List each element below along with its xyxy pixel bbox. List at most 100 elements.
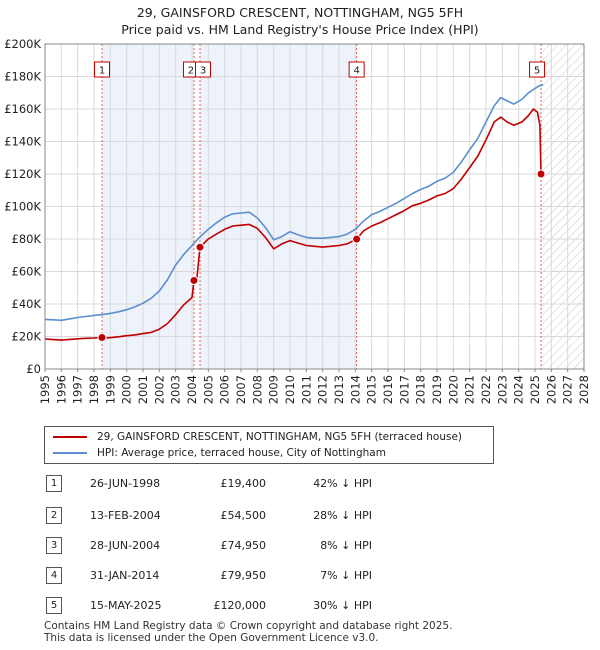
sale-number-box <box>195 61 212 78</box>
y-tick-label: £160K <box>4 102 41 116</box>
sale-number-label: 4 <box>353 66 359 77</box>
x-tick-label: 2013 <box>332 375 346 404</box>
transaction-price: £54,500 <box>220 509 267 522</box>
chart-legend: 29, GAINSFORD CRESCENT, NOTTINGHAM, NG5 … <box>44 426 494 464</box>
x-tick-label: 2028 <box>577 375 591 404</box>
x-tick-label: 1995 <box>38 375 52 404</box>
transaction-hpi-diff: 8% ↓ HPI <box>320 539 372 552</box>
transaction-number-badge: 1 <box>46 475 62 492</box>
footer: Contains HM Land Registry data © Crown c… <box>44 620 584 644</box>
table-row: 5 15-MAY-2025 £120,000 30% ↓ HPI <box>44 596 494 616</box>
legend-label-property: 29, GAINSFORD CRESCENT, NOTTINGHAM, NG5 … <box>97 431 463 443</box>
table-row: 2 13-FEB-2004 £54,500 28% ↓ HPI <box>44 506 494 526</box>
y-tick-label: £100K <box>4 200 41 214</box>
sale-point <box>352 234 362 244</box>
x-tick-label: 2026 <box>544 375 558 404</box>
x-tick-label: 2003 <box>169 375 183 404</box>
x-tick-label: 2021 <box>463 375 477 404</box>
transaction-number-badge: 2 <box>46 507 62 524</box>
transaction-price: £74,950 <box>220 539 267 552</box>
sale-number-box <box>348 61 365 78</box>
table-row: 4 31-JAN-2014 £79,950 7% ↓ HPI <box>44 566 494 586</box>
y-tick-label: £40K <box>12 297 42 311</box>
x-tick-label: 2001 <box>136 375 150 404</box>
sale-number-label: 5 <box>534 66 540 77</box>
x-tick-label: 2017 <box>397 375 411 404</box>
transaction-hpi-diff: 30% ↓ HPI <box>313 599 372 612</box>
x-tick-label: 2024 <box>512 375 526 404</box>
transaction-date: 26-JUN-1998 <box>90 477 161 490</box>
transaction-hpi-diff: 42% ↓ HPI <box>313 477 372 490</box>
legend-swatch-hpi <box>53 452 87 454</box>
legend-label-hpi: HPI: Average price, terraced house, City… <box>97 447 386 459</box>
x-tick-label: 2002 <box>152 375 166 404</box>
x-tick-label: 2010 <box>283 375 297 404</box>
x-tick-label: 2006 <box>218 375 232 404</box>
footer-license: This data is licensed under the Open Gov… <box>44 632 379 644</box>
y-tick-label: £200K <box>4 37 41 51</box>
table-row: 1 26-JUN-1998 £19,400 42% ↓ HPI <box>44 474 494 494</box>
x-tick-label: 2011 <box>299 375 313 404</box>
x-tick-label: 2015 <box>365 375 379 404</box>
x-tick-label: 2018 <box>414 375 428 404</box>
x-tick-label: 2025 <box>528 375 542 404</box>
sale-point <box>536 169 546 179</box>
x-tick-label: 2000 <box>120 375 134 404</box>
sale-number-box <box>529 61 546 78</box>
sale-point <box>97 332 107 342</box>
x-tick-label: 2027 <box>561 375 575 404</box>
transaction-date: 31-JAN-2014 <box>90 569 160 582</box>
property-price-line <box>44 108 544 341</box>
transaction-price: £19,400 <box>220 477 267 490</box>
hpi-line <box>44 83 544 322</box>
chart-title-main: 29, GAINSFORD CRESCENT, NOTTINGHAM, NG5 … <box>136 5 464 20</box>
transaction-number-badge: 3 <box>46 537 62 554</box>
y-tick-label: £60K <box>12 265 42 279</box>
transaction-price: £120,000 <box>213 599 267 612</box>
sale-number-label: 3 <box>200 66 206 77</box>
x-tick-label: 2022 <box>479 375 493 404</box>
x-tick-label: 1999 <box>103 375 117 404</box>
transaction-hpi-diff: 28% ↓ HPI <box>313 509 372 522</box>
transaction-date: 28-JUN-2004 <box>90 539 161 552</box>
x-tick-label: 1996 <box>54 375 68 404</box>
chart-title: 29, GAINSFORD CRESCENT, NOTTINGHAM, NG5 … <box>0 4 600 38</box>
plot-frame <box>44 43 585 370</box>
x-tick-label: 2004 <box>185 375 199 404</box>
x-tick-label: 1997 <box>71 375 85 404</box>
y-tick-label: £80K <box>12 232 42 246</box>
sale-point <box>195 242 205 252</box>
x-tick-label: 2009 <box>267 375 281 404</box>
chart-subtitle: Price paid vs. HM Land Registry's House … <box>121 22 479 37</box>
x-tick-label: 1998 <box>87 375 101 404</box>
x-tick-label: 2019 <box>430 375 444 404</box>
x-tick-label: 2020 <box>446 375 460 404</box>
y-tick-label: £0 <box>26 362 41 376</box>
y-tick-label: £120K <box>4 167 41 181</box>
transaction-number-badge: 4 <box>46 567 62 584</box>
x-tick-label: 2023 <box>495 375 509 404</box>
legend-entry-property: 29, GAINSFORD CRESCENT, NOTTINGHAM, NG5 … <box>53 431 462 443</box>
legend-swatch-property <box>53 436 87 438</box>
transaction-date: 13-FEB-2004 <box>90 509 161 522</box>
transaction-number-badge: 5 <box>46 597 62 614</box>
sale-number-label: 1 <box>99 66 105 77</box>
sale-number-box <box>94 61 111 78</box>
sale-number-label: 2 <box>188 66 194 77</box>
sale-point <box>189 275 199 285</box>
x-tick-label: 2008 <box>250 375 264 404</box>
y-tick-label: £180K <box>4 70 41 84</box>
transaction-date: 15-MAY-2025 <box>90 599 162 612</box>
x-tick-label: 2005 <box>201 375 215 404</box>
legend-entry-hpi: HPI: Average price, terraced house, City… <box>53 447 386 459</box>
x-tick-label: 2014 <box>348 375 362 404</box>
transaction-hpi-diff: 7% ↓ HPI <box>320 569 372 582</box>
footer-copyright: Contains HM Land Registry data © Crown c… <box>44 620 453 632</box>
y-tick-label: £20K <box>12 330 42 344</box>
y-tick-label: £140K <box>4 135 41 149</box>
x-tick-label: 2007 <box>234 375 248 404</box>
x-tick-label: 2012 <box>316 375 330 404</box>
transaction-price: £79,950 <box>220 569 267 582</box>
x-tick-label: 2016 <box>381 375 395 404</box>
